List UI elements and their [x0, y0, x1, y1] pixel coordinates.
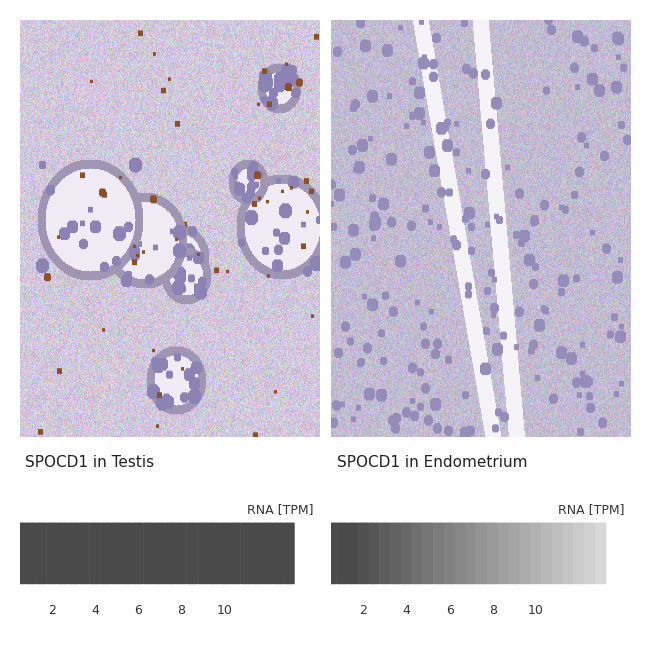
FancyBboxPatch shape	[444, 523, 455, 584]
FancyBboxPatch shape	[272, 523, 284, 584]
Text: 6: 6	[134, 604, 142, 617]
FancyBboxPatch shape	[476, 523, 488, 584]
FancyBboxPatch shape	[240, 523, 252, 584]
FancyBboxPatch shape	[541, 523, 552, 584]
FancyBboxPatch shape	[25, 523, 36, 584]
Text: 4: 4	[91, 604, 99, 617]
FancyBboxPatch shape	[519, 523, 531, 584]
Text: RNA [TPM]: RNA [TPM]	[558, 503, 625, 516]
FancyBboxPatch shape	[584, 523, 595, 584]
FancyBboxPatch shape	[422, 523, 434, 584]
FancyBboxPatch shape	[530, 523, 541, 584]
FancyBboxPatch shape	[46, 523, 58, 584]
FancyBboxPatch shape	[251, 523, 263, 584]
FancyBboxPatch shape	[379, 523, 391, 584]
FancyBboxPatch shape	[197, 523, 209, 584]
FancyBboxPatch shape	[68, 523, 79, 584]
FancyBboxPatch shape	[111, 523, 122, 584]
Text: 8: 8	[489, 604, 497, 617]
FancyBboxPatch shape	[358, 523, 369, 584]
FancyBboxPatch shape	[229, 523, 241, 584]
Text: RNA [TPM]: RNA [TPM]	[246, 503, 313, 516]
Text: 8: 8	[177, 604, 185, 617]
FancyBboxPatch shape	[573, 523, 585, 584]
FancyBboxPatch shape	[336, 523, 348, 584]
FancyBboxPatch shape	[325, 523, 337, 584]
FancyBboxPatch shape	[369, 523, 380, 584]
FancyBboxPatch shape	[283, 523, 294, 584]
FancyBboxPatch shape	[154, 523, 165, 584]
FancyBboxPatch shape	[35, 523, 47, 584]
Text: SPOCD1 in Endometrium: SPOCD1 in Endometrium	[337, 454, 528, 470]
FancyBboxPatch shape	[57, 523, 68, 584]
Text: 10: 10	[216, 604, 232, 617]
Text: 4: 4	[402, 604, 410, 617]
Text: 2: 2	[359, 604, 367, 617]
FancyBboxPatch shape	[176, 523, 187, 584]
FancyBboxPatch shape	[208, 523, 219, 584]
Text: 10: 10	[528, 604, 544, 617]
Text: SPOCD1 in Testis: SPOCD1 in Testis	[25, 454, 155, 470]
FancyBboxPatch shape	[14, 523, 25, 584]
FancyBboxPatch shape	[401, 523, 412, 584]
FancyBboxPatch shape	[100, 523, 111, 584]
Text: 2: 2	[48, 604, 56, 617]
FancyBboxPatch shape	[187, 523, 198, 584]
FancyBboxPatch shape	[595, 523, 606, 584]
FancyBboxPatch shape	[143, 523, 155, 584]
FancyBboxPatch shape	[411, 523, 423, 584]
Text: 6: 6	[446, 604, 454, 617]
FancyBboxPatch shape	[164, 523, 176, 584]
FancyBboxPatch shape	[552, 523, 563, 584]
FancyBboxPatch shape	[218, 523, 230, 584]
FancyBboxPatch shape	[262, 523, 273, 584]
FancyBboxPatch shape	[79, 523, 90, 584]
FancyBboxPatch shape	[508, 523, 520, 584]
FancyBboxPatch shape	[455, 523, 466, 584]
FancyBboxPatch shape	[89, 523, 101, 584]
FancyBboxPatch shape	[347, 523, 358, 584]
FancyBboxPatch shape	[487, 523, 499, 584]
FancyBboxPatch shape	[433, 523, 445, 584]
FancyBboxPatch shape	[390, 523, 402, 584]
FancyBboxPatch shape	[133, 523, 144, 584]
FancyBboxPatch shape	[498, 523, 509, 584]
FancyBboxPatch shape	[562, 523, 574, 584]
FancyBboxPatch shape	[465, 523, 477, 584]
FancyBboxPatch shape	[122, 523, 133, 584]
